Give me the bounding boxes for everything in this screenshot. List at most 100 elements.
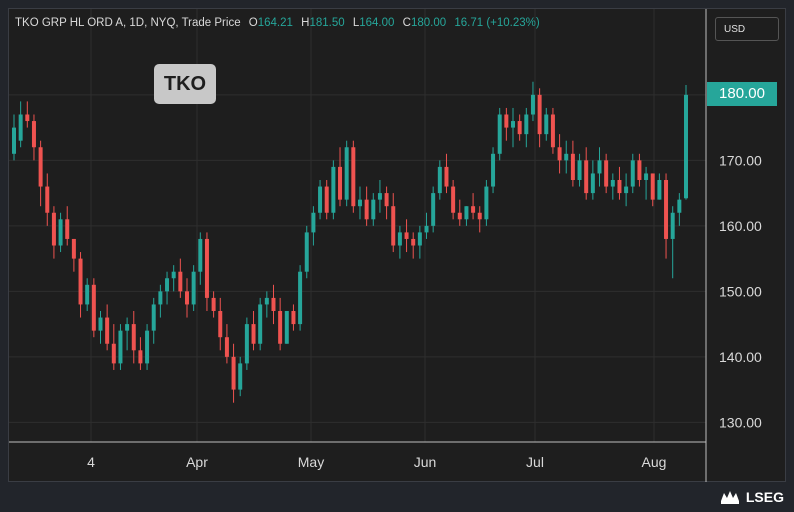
last-price-badge: 180.00 [707,82,777,106]
candle-body [78,258,83,305]
candle-body [105,317,110,344]
candle-body [278,311,283,344]
candle-body [577,160,582,180]
candle-body [85,284,90,305]
candle-body [684,94,688,199]
candle-body [178,271,183,292]
brand-name: LSEG [745,489,784,505]
x-tick-label: Apr [186,454,208,470]
candle-body [218,311,223,338]
candle-body [298,271,303,325]
candle-body [125,324,130,331]
candle-body [664,180,669,239]
candle-body [637,160,642,180]
candle-body [451,186,456,213]
y-tick-label: 150.00 [719,283,762,299]
candlestick-chart[interactable]: 130.00 140.00 150.00 160.00 170.00 180.00 4 Apr… [9,9,787,483]
candle-body [184,291,189,305]
candle-body [18,114,23,141]
candle-body [544,114,549,135]
chart-frame: 130.00 140.00 150.00 160.00 170.00 180.00 4 Apr… [8,8,787,483]
candle-body [38,147,43,187]
candle-body [604,160,609,187]
candle-body [51,212,56,246]
close-value: 180.00 [410,17,447,29]
low-label: L [352,17,360,29]
candle-body [391,206,396,246]
y-tick-label: 160.00 [719,218,762,234]
candle-body [624,186,629,194]
candle-body [657,180,662,200]
candle-body [198,238,203,272]
candle-body [251,324,256,344]
candle-body [431,193,436,226]
candle-body [131,324,136,351]
high-value: 181.50 [309,17,345,29]
candle-body [12,127,16,154]
candle-body [357,199,362,207]
candle-body [344,147,349,200]
candle-body [417,232,422,246]
candle-body [550,114,555,148]
candle-body [271,297,276,311]
candle-body [411,238,416,246]
candle-body [397,232,402,246]
candle-body [677,199,682,213]
x-tick-label: 4 [87,454,95,470]
candle-body [284,311,289,344]
footer-bar: LSEG [0,482,794,512]
candle-body [31,121,36,148]
candle-body [424,225,429,233]
candle-body [258,304,263,344]
change-value: 16.71 (+10.23%) [454,17,540,29]
candle-body [464,206,469,220]
candle-body [338,166,343,200]
high-label: H [301,17,310,29]
y-tick-label: 170.00 [719,152,762,168]
candle-body [324,186,329,213]
candle-body [444,166,449,187]
candle-body [304,232,309,272]
candle-body [484,186,489,220]
candle-body [610,180,615,187]
instrument-header: TKO GRP HL ORD A, 1D, NYQ, Trade Price O… [15,17,540,29]
x-tick-label: May [298,454,324,470]
candle-body [530,94,535,115]
y-tick-label: 130.00 [719,414,762,430]
candle-body [517,121,522,135]
candle-body [537,94,542,135]
close-label: C [402,17,411,29]
candle-body [524,114,529,135]
candle-body [145,330,150,364]
candle-body [617,180,622,194]
candle-body [331,166,336,213]
candle-body [238,363,243,390]
candle-body [477,212,482,220]
candle-body [98,317,103,331]
candle-body [118,330,123,364]
candle-body [457,212,462,220]
candle-body [138,350,143,364]
candle-body [597,160,602,174]
candle-body [45,186,50,213]
candle-body [91,284,96,331]
candle-body [630,160,635,187]
currency-selector[interactable]: USD [715,17,779,41]
candle-body [65,219,70,239]
candle-body [158,291,163,305]
candle-body [437,166,442,194]
candle-body [497,114,502,154]
candle-body [650,173,655,200]
candle-body [670,212,675,239]
candle-body [491,153,496,187]
candle-body [471,206,476,213]
lseg-emblem-icon [720,491,739,504]
candle-body [311,212,316,233]
candle-body [557,147,562,161]
candle-body [351,147,356,207]
candle-body [564,153,569,161]
candle-body [165,278,170,292]
candle-body [364,199,369,220]
candle-body [590,173,595,194]
candle-body [58,219,63,246]
